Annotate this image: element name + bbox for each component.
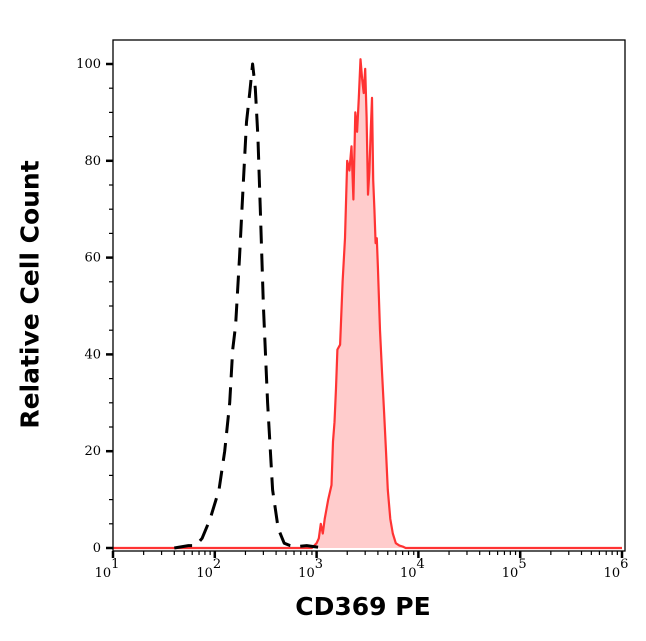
y-tick-label: 80 [84, 154, 101, 169]
series-fill [113, 59, 622, 548]
stained-series-line [113, 58, 622, 550]
y-tick-label: 100 [76, 57, 101, 72]
y-axis: 0 20 40 60 80 100 [76, 57, 113, 556]
y-tick-label: 40 [84, 347, 101, 362]
y-tick-label: 20 [84, 444, 101, 459]
plot-frame [112, 39, 626, 552]
plot-series [113, 58, 622, 550]
control-series-line [174, 62, 325, 550]
y-tick-label: 60 [84, 251, 101, 266]
y-tick-label: 0 [93, 541, 101, 556]
y-axis-label: Relative Cell Count [15, 160, 45, 429]
x-axis-label: CD369 PE [295, 592, 431, 621]
